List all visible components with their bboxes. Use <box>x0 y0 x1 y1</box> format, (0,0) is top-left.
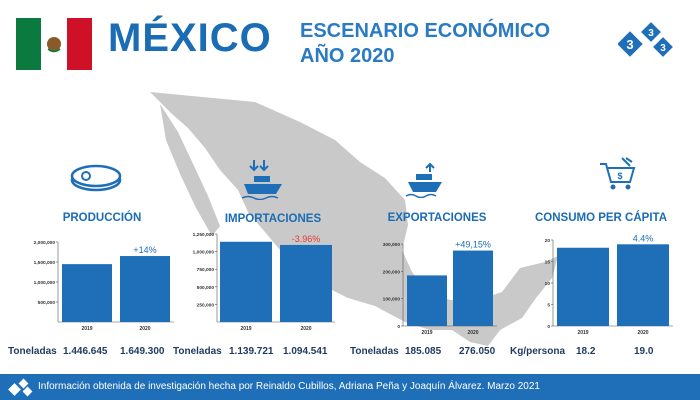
change-annotation: +49,15% <box>455 240 491 250</box>
subtitle-line-1: ESCENARIO ECONÓMICO <box>300 20 551 42</box>
bar-2019 <box>220 241 272 322</box>
y-tick-label: 300,000 <box>383 242 401 248</box>
y-tick-label: 1,000,000 <box>34 280 56 286</box>
value-exportaciones-2020: 276.050 <box>459 346 496 357</box>
footer-bar <box>0 374 700 400</box>
bar-2020 <box>280 244 332 322</box>
bar-2020 <box>617 244 669 326</box>
x-tick-label: 2019 <box>421 330 432 336</box>
y-tick-label: 750,000 <box>197 267 215 273</box>
value-importaciones-2019: 1.139.721 <box>229 346 274 357</box>
svg-text:3: 3 <box>660 43 666 54</box>
bar-2020 <box>453 250 493 326</box>
svg-text:$: $ <box>617 171 622 181</box>
x-tick-label: 2020 <box>467 330 478 336</box>
unit-label-importaciones: Toneladas <box>173 346 222 357</box>
y-tick-label: 200,000 <box>383 269 401 275</box>
x-tick-label: 2020 <box>300 326 311 332</box>
y-tick-label: 5 <box>547 303 550 309</box>
y-tick-label: 1,000,000 <box>193 250 215 256</box>
section-title-importaciones: IMPORTACIONES <box>224 213 322 225</box>
chart-consumo: 0 5 10 15 20 2019 2020 4.4% <box>545 233 673 336</box>
subtitle-line-2: AÑO 2020 <box>300 45 395 67</box>
meat-icon <box>70 164 122 192</box>
y-tick-label: 0 <box>547 324 550 330</box>
y-tick-label: 2,000,000 <box>34 240 56 246</box>
section-title-produccion: PRODUCCIÓN <box>62 212 142 224</box>
flag-emblem-icon <box>47 37 61 51</box>
x-tick-label: 2020 <box>637 330 648 336</box>
x-tick-label: 2019 <box>81 326 92 332</box>
brand-logo: 3 3 3 <box>618 22 673 57</box>
y-tick-label: 15 <box>545 260 551 266</box>
y-tick-label: 100,000 <box>383 297 401 303</box>
unit-label-produccion: Toneladas <box>8 346 57 357</box>
chart-importaciones: 250,000 500,000 750,000 1,000,000 1,250,000 2… <box>193 232 335 332</box>
footer-source-text: Información obtenida de investigación he… <box>38 381 540 392</box>
value-produccion-2019: 1.446.645 <box>63 346 108 357</box>
section-title-exportaciones: EXPORTACIONES <box>387 212 487 224</box>
bar-2019 <box>407 275 447 326</box>
shopping-cart-icon: $ <box>600 157 636 190</box>
bar-2020 <box>120 256 170 322</box>
y-tick-label: 1,250,000 <box>193 232 215 238</box>
chart-exportaciones: 0 100,000 200,000 300,000 2019 2020 +49,15% <box>383 240 497 336</box>
value-consumo-2019: 18.2 <box>576 346 596 357</box>
y-tick-label: 20 <box>545 238 551 244</box>
export-ship-icon <box>405 162 442 198</box>
value-importaciones-2020: 1.094.541 <box>283 346 328 357</box>
chart-produccion: 500,000 1,000,000 1,500,000 2,000,000 2019 20… <box>34 240 174 332</box>
value-exportaciones-2019: 185.085 <box>405 346 442 357</box>
x-tick-label: 2019 <box>577 330 588 336</box>
import-ship-icon <box>241 160 282 200</box>
svg-text:3: 3 <box>648 28 654 39</box>
value-produccion-2020: 1.649.300 <box>120 346 165 357</box>
change-annotation: +14% <box>133 245 156 255</box>
unit-label-consumo: Kg/persona <box>510 346 566 357</box>
y-tick-label: 500,000 <box>197 285 215 291</box>
footer-logo-icon <box>8 378 33 397</box>
y-tick-label: 10 <box>545 281 551 287</box>
mexico-flag <box>16 18 92 70</box>
page-title: MÉXICO <box>108 16 272 60</box>
bar-2019 <box>557 247 609 326</box>
value-consumo-2020: 19.0 <box>634 346 654 357</box>
x-tick-label: 2020 <box>139 326 150 332</box>
bar-2019 <box>62 264 112 322</box>
unit-label-exportaciones: Toneladas <box>350 346 399 357</box>
y-tick-label: 1,500,000 <box>34 260 56 266</box>
svg-text:3: 3 <box>626 37 633 52</box>
change-annotation: 4.4% <box>633 233 654 243</box>
section-title-consumo: CONSUMO PER CÁPITA <box>534 212 668 224</box>
change-annotation: -3.96% <box>292 234 321 244</box>
y-tick-label: 250,000 <box>197 302 215 308</box>
y-tick-label: 500,000 <box>38 300 56 306</box>
y-tick-label: 0 <box>397 324 400 330</box>
x-tick-label: 2019 <box>240 326 251 332</box>
